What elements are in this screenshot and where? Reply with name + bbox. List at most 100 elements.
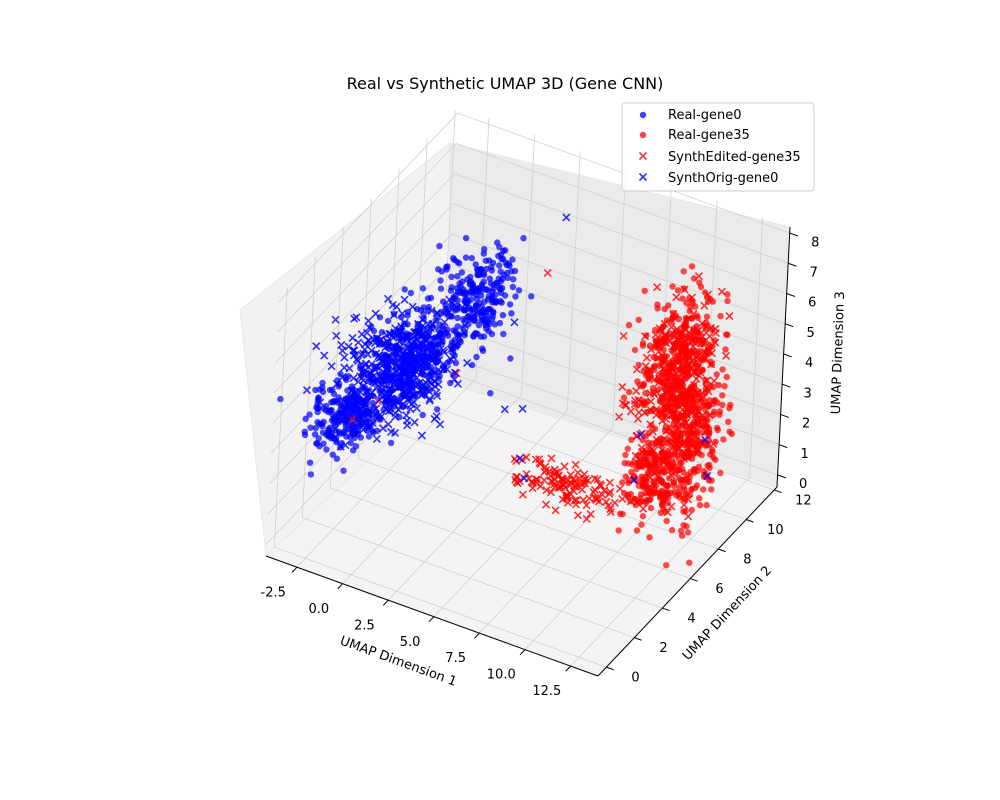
data-point (476, 299, 483, 307)
data-point (535, 458, 544, 467)
data-point (690, 368, 699, 377)
y-tick-label: 2 (659, 641, 667, 656)
data-point (703, 376, 712, 385)
data-point (722, 346, 729, 353)
data-point (420, 357, 429, 366)
data-point (509, 283, 517, 291)
data-point (442, 302, 449, 309)
data-point (473, 353, 480, 361)
data-point (605, 478, 614, 487)
data-point (347, 386, 356, 395)
data-point (725, 312, 734, 321)
legend: Real-gene0 Real-gene35 SynthEdited-gene3… (621, 102, 815, 192)
data-point (341, 404, 350, 413)
x-tick-label: 7.5 (445, 651, 466, 666)
data-point (384, 294, 393, 303)
data-point (365, 433, 373, 440)
data-point (440, 318, 449, 327)
z-tick-label: 1 (801, 447, 809, 462)
data-point (494, 239, 501, 246)
data-point (646, 420, 655, 429)
data-point (683, 450, 692, 459)
data-point (641, 287, 648, 294)
data-point (684, 529, 692, 536)
data-point (663, 562, 670, 569)
data-point (348, 424, 357, 433)
data-point (662, 402, 671, 411)
data-point (693, 352, 702, 361)
data-point (694, 272, 703, 281)
data-point (442, 365, 452, 374)
data-point (486, 257, 493, 264)
data-point (383, 341, 392, 350)
data-point (622, 401, 631, 410)
data-point (331, 424, 340, 433)
data-point (364, 316, 373, 325)
data-point (405, 373, 414, 382)
data-point (479, 281, 486, 288)
data-point (673, 335, 682, 344)
data-point (453, 379, 462, 388)
data-point (330, 415, 338, 423)
data-point (325, 426, 332, 433)
data-point (642, 353, 651, 362)
data-point (485, 328, 492, 335)
data-point (723, 373, 730, 381)
z-tick (788, 262, 797, 267)
data-point (696, 502, 704, 509)
data-point (384, 406, 393, 416)
data-point (681, 476, 688, 483)
data-point (680, 268, 687, 275)
data-point (475, 321, 483, 329)
data-point (320, 351, 329, 360)
data-point (421, 336, 430, 345)
data-point (717, 469, 724, 477)
data-point (419, 285, 427, 292)
data-point (680, 360, 689, 369)
data-point (385, 384, 394, 393)
data-point (690, 380, 699, 390)
data-point (625, 479, 632, 486)
data-point (515, 287, 523, 294)
data-point (372, 362, 381, 372)
data-point (444, 326, 451, 333)
data-point (427, 367, 436, 376)
data-point (669, 283, 676, 290)
data-point (693, 482, 701, 489)
data-point (374, 427, 381, 435)
data-point (725, 418, 732, 425)
data-point (450, 294, 457, 301)
data-point (342, 425, 349, 432)
data-point (641, 332, 650, 341)
data-point (511, 267, 519, 275)
data-point (680, 407, 689, 416)
data-point (401, 362, 410, 371)
data-point (418, 321, 428, 330)
data-point (598, 490, 607, 499)
data-point (448, 273, 455, 280)
z-axis-line (776, 226, 791, 488)
data-point (717, 287, 726, 296)
data-point (635, 454, 644, 463)
y-tick (662, 607, 670, 612)
data-point (620, 394, 628, 401)
data-point (684, 334, 691, 342)
data-point (682, 387, 692, 396)
data-point (435, 266, 442, 273)
legend-entry-synthedited-gene35: SynthEdited-gene35 (638, 150, 801, 165)
data-point (452, 303, 461, 312)
data-point (710, 454, 717, 461)
data-point (631, 346, 639, 354)
data-point (413, 319, 423, 328)
data-point (700, 301, 709, 310)
data-point (480, 270, 487, 277)
data-point (410, 418, 419, 427)
data-point (703, 471, 712, 481)
data-point (571, 500, 580, 509)
data-point (331, 315, 340, 324)
data-point (694, 443, 701, 450)
data-point (662, 339, 671, 348)
data-point (676, 484, 683, 491)
data-point (601, 497, 611, 507)
data-point (359, 381, 368, 390)
